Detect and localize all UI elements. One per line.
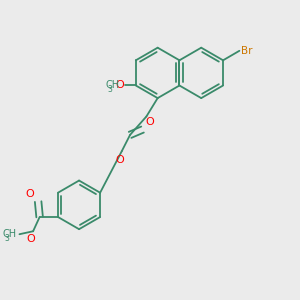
Text: CH: CH — [106, 80, 120, 91]
Text: 3: 3 — [107, 85, 112, 94]
Text: O: O — [26, 234, 35, 244]
Text: 3: 3 — [5, 235, 10, 244]
Text: CH: CH — [2, 229, 16, 239]
Text: O: O — [115, 80, 124, 91]
Text: O: O — [26, 189, 34, 199]
Text: O: O — [145, 117, 154, 127]
Text: Br: Br — [241, 46, 252, 56]
Text: O: O — [115, 155, 124, 165]
